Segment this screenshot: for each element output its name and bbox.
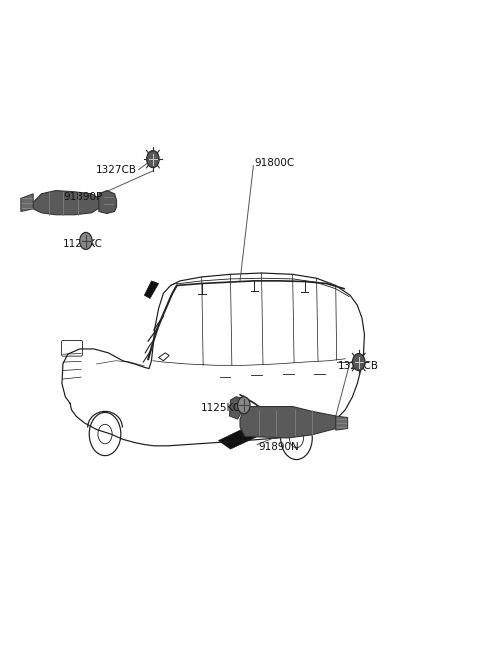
Text: 1125KC: 1125KC [201, 403, 241, 413]
Text: 1327CB: 1327CB [96, 165, 137, 174]
Circle shape [80, 232, 92, 249]
Polygon shape [99, 190, 117, 213]
Text: 91890P: 91890P [63, 192, 102, 202]
Text: 91800C: 91800C [254, 158, 295, 168]
Circle shape [352, 354, 365, 371]
Text: 1125KC: 1125KC [63, 239, 103, 249]
Text: 1327CB: 1327CB [338, 361, 379, 371]
Circle shape [238, 397, 250, 414]
Polygon shape [218, 421, 273, 449]
Text: 91890N: 91890N [258, 442, 299, 452]
Polygon shape [144, 281, 158, 298]
Polygon shape [33, 190, 99, 215]
Circle shape [147, 151, 159, 168]
Polygon shape [229, 397, 245, 419]
Polygon shape [336, 416, 348, 430]
Polygon shape [21, 194, 33, 211]
Polygon shape [240, 407, 336, 438]
